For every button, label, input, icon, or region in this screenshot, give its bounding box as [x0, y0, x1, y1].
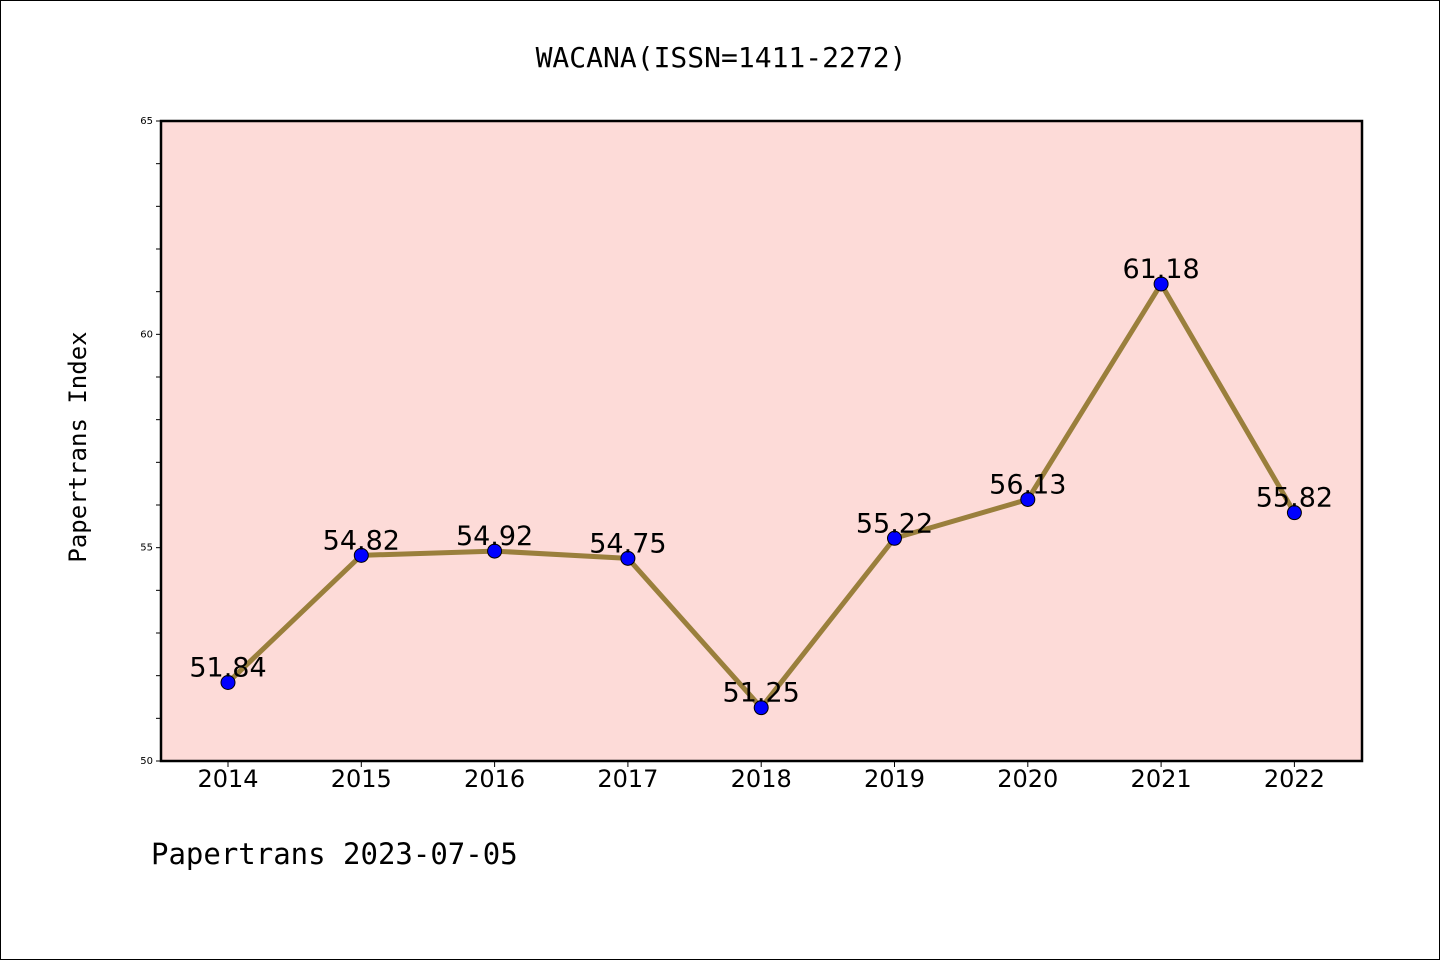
data-point	[887, 530, 902, 546]
x-tick-label: 2016	[464, 765, 525, 793]
data-label: 54.92	[456, 521, 533, 552]
data-point	[220, 674, 236, 690]
data-point	[353, 547, 369, 563]
data-point	[1286, 505, 1302, 521]
data-points	[220, 276, 1302, 716]
y-axis-label: Papertrans Index	[64, 331, 92, 562]
x-axis: 2014 2015 2016 2017 2018 2019 2020 2021 2022	[197, 761, 1325, 793]
data-label: 61.18	[1122, 254, 1199, 285]
plot-area	[159, 119, 1364, 763]
x-tick-label: 2020	[997, 765, 1058, 793]
x-tick-label: 2014	[197, 765, 258, 793]
data-label: 54.82	[323, 525, 400, 556]
chart-title: WACANA(ISSN=1411-2272)	[536, 41, 907, 74]
data-point	[1153, 276, 1169, 292]
data-label: 54.75	[589, 528, 666, 559]
y-tick-label: 60	[140, 329, 153, 340]
x-tick-label: 2015	[331, 765, 392, 793]
data-label: 55.82	[1256, 483, 1333, 514]
data-label: 55.22	[856, 508, 933, 539]
x-tick-label: 2019	[864, 765, 925, 793]
footer-text: Papertrans 2023-07-05	[151, 837, 518, 871]
y-tick-label: 65	[140, 116, 153, 127]
data-label: 51.84	[189, 652, 266, 683]
data-point	[753, 700, 769, 716]
y-tick-label: 55	[140, 543, 153, 554]
data-labels: 51.84 54.82 54.92 54.75 51.25 55.22 56.13 61.18…	[189, 254, 1333, 709]
x-tick-label: 2018	[731, 765, 792, 793]
data-point	[620, 550, 636, 566]
x-tick-label: 2022	[1264, 765, 1325, 793]
data-label: 51.25	[723, 678, 800, 709]
data-label: 56.13	[989, 469, 1066, 500]
x-tick-label: 2021	[1131, 765, 1192, 793]
x-tick-label: 2017	[597, 765, 658, 793]
data-point	[487, 543, 503, 559]
data-point	[1020, 491, 1036, 507]
y-axis: 50 55 60 65	[140, 116, 161, 767]
y-tick-label: 50	[140, 756, 153, 767]
